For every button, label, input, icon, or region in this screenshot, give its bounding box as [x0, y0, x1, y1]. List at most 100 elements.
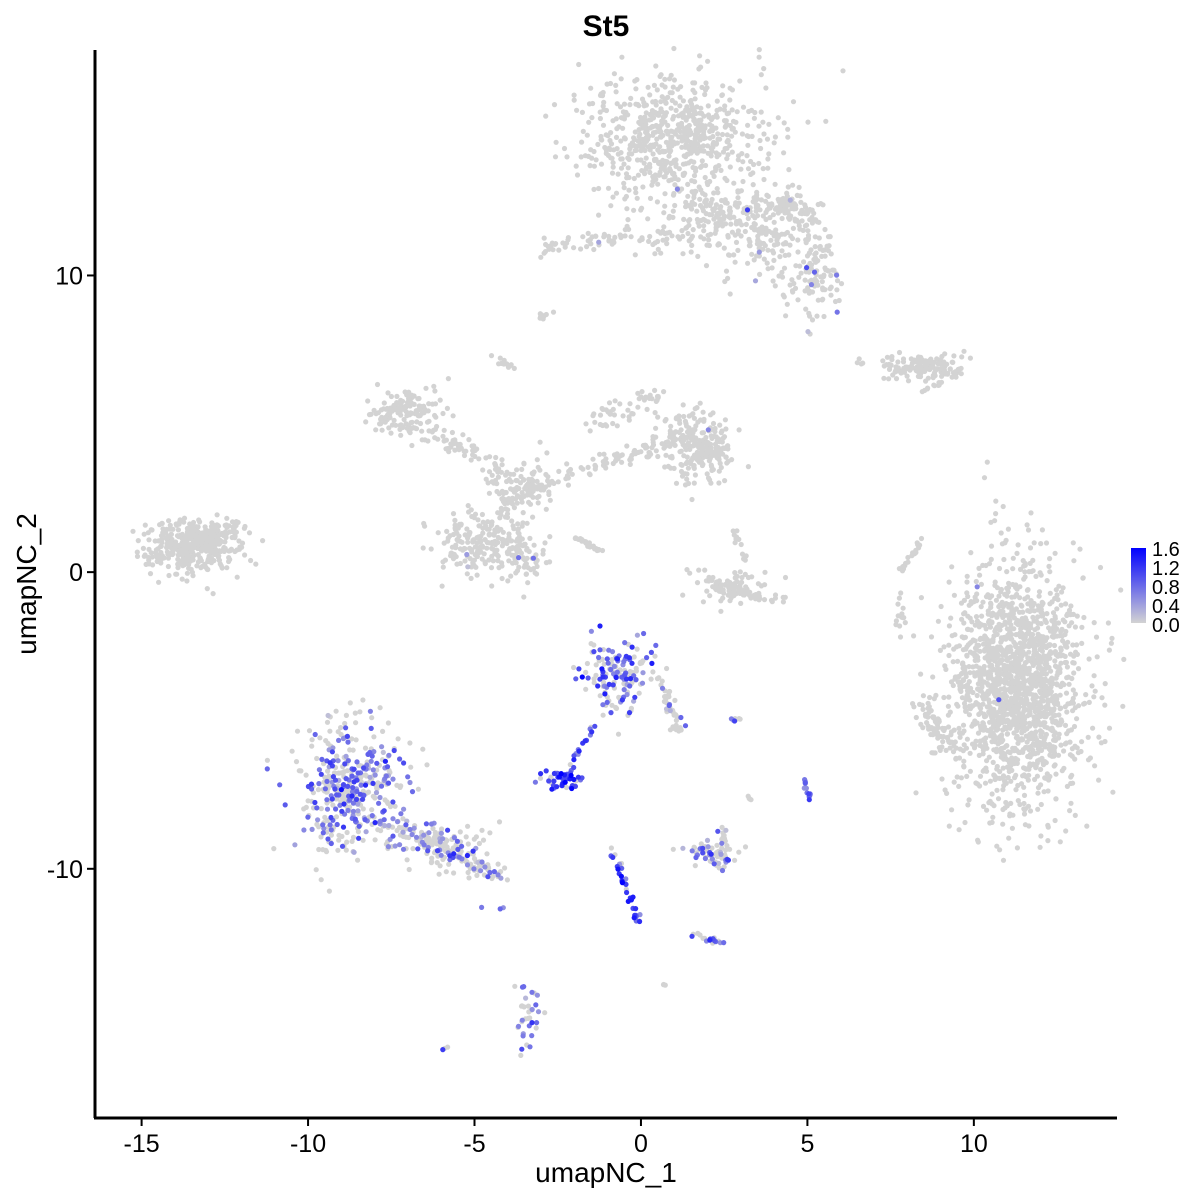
data-point — [468, 575, 474, 582]
data-point — [954, 644, 960, 650]
data-point — [382, 797, 388, 803]
data-point — [634, 646, 640, 652]
data-point — [690, 80, 696, 86]
data-point — [404, 857, 410, 863]
data-point — [1039, 729, 1045, 736]
data-point — [1038, 766, 1044, 773]
data-point — [1039, 613, 1045, 619]
data-point — [1000, 677, 1007, 684]
data-point — [691, 110, 698, 116]
data-point — [387, 804, 394, 810]
data-point — [498, 526, 504, 532]
data-point — [1067, 739, 1073, 745]
data-point — [670, 84, 676, 90]
data-point — [1009, 680, 1015, 686]
data-point — [638, 394, 644, 400]
data-point — [598, 161, 605, 167]
data-point — [1102, 702, 1108, 708]
data-point — [931, 696, 937, 702]
data-point — [1032, 708, 1038, 715]
data-point — [525, 1015, 531, 1022]
data-point — [985, 682, 991, 688]
data-point — [930, 674, 936, 680]
data-point — [699, 158, 705, 164]
data-point — [724, 843, 730, 849]
data-point — [643, 442, 649, 449]
data-point — [612, 398, 618, 404]
data-point — [633, 190, 639, 196]
data-point — [1102, 681, 1108, 687]
data-point — [397, 784, 403, 791]
data-point — [943, 747, 949, 754]
data-point — [820, 247, 826, 253]
data-point — [900, 359, 907, 365]
data-point — [498, 469, 504, 475]
data-point — [1071, 670, 1077, 676]
data-point — [980, 751, 986, 757]
data-point — [704, 242, 710, 248]
data-point — [762, 569, 768, 575]
data-point — [360, 697, 366, 703]
data-point — [1001, 602, 1007, 609]
data-point — [1069, 746, 1075, 752]
data-point — [1079, 640, 1085, 647]
data-point — [385, 720, 391, 726]
data-point — [166, 518, 172, 524]
data-point — [1025, 527, 1032, 533]
data-point — [715, 436, 722, 442]
data-point — [682, 418, 689, 424]
data-point — [687, 217, 693, 223]
data-point — [980, 599, 986, 605]
data-point — [673, 415, 680, 421]
data-point — [714, 98, 720, 104]
data-point — [479, 511, 485, 518]
data-point — [589, 115, 595, 121]
data-point — [1020, 609, 1026, 615]
data-point — [751, 161, 757, 168]
data-point — [580, 234, 586, 240]
data-point — [1000, 635, 1006, 641]
data-point — [1045, 788, 1051, 794]
data-point — [632, 252, 638, 258]
data-point — [373, 427, 379, 433]
data-point — [1006, 760, 1013, 766]
data-point — [693, 423, 699, 429]
data-point — [518, 1052, 524, 1058]
data-point — [425, 438, 431, 444]
data-point — [987, 621, 993, 628]
data-point — [684, 135, 690, 141]
data-point — [787, 242, 793, 248]
data-point — [571, 664, 577, 671]
data-point — [1051, 634, 1057, 640]
data-point — [772, 181, 778, 187]
data-point — [1035, 790, 1041, 796]
data-point — [232, 535, 238, 541]
data-point — [653, 434, 659, 440]
data-point — [739, 131, 746, 137]
data-point — [499, 488, 505, 494]
data-point — [700, 599, 707, 605]
data-point — [733, 239, 740, 245]
data-point — [534, 571, 540, 577]
data-point — [1091, 620, 1097, 626]
data-point — [946, 652, 952, 659]
data-point — [1039, 755, 1045, 761]
data-point — [990, 666, 996, 673]
data-point — [982, 633, 988, 639]
data-point — [702, 87, 709, 93]
data-point — [763, 85, 769, 91]
data-point — [758, 197, 765, 203]
data-point — [685, 151, 691, 157]
data-point — [642, 137, 648, 144]
data-point — [637, 131, 643, 137]
data-point — [1007, 644, 1014, 650]
data-point — [531, 469, 537, 475]
data-point — [1110, 789, 1116, 795]
data-point — [1035, 806, 1041, 812]
data-point — [963, 673, 969, 680]
data-point — [543, 471, 549, 478]
data-point — [679, 144, 685, 150]
data-point — [684, 143, 691, 149]
data-point — [371, 407, 377, 413]
data-point — [1044, 611, 1050, 617]
